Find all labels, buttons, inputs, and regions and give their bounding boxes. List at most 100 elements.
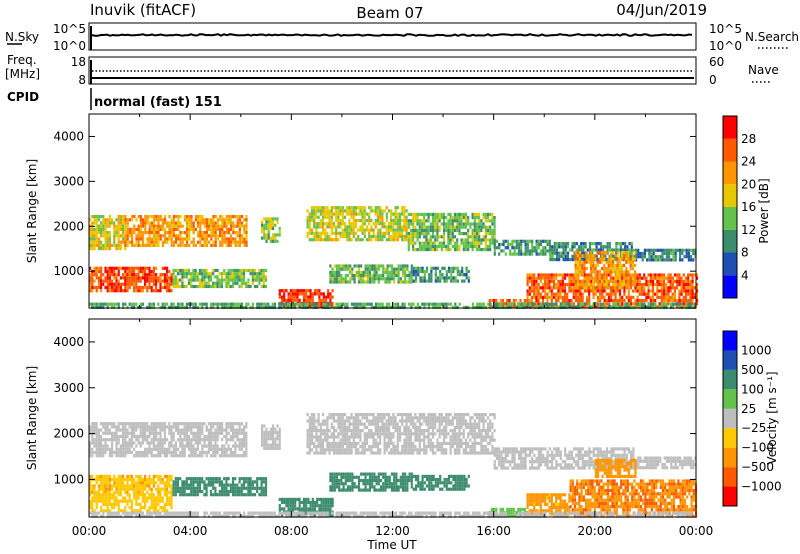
power-cell <box>614 289 617 293</box>
power-cell <box>421 266 424 270</box>
power-cell <box>146 243 149 247</box>
velocity-cell <box>95 447 98 451</box>
power-cell <box>471 216 474 220</box>
power-cell <box>654 248 657 252</box>
power-cell <box>324 222 327 226</box>
velocity-cell <box>207 431 210 435</box>
power-cell <box>574 279 577 283</box>
power-cell <box>467 244 470 248</box>
velocity-cell <box>212 431 215 435</box>
power-cell <box>395 270 398 274</box>
power-cell <box>157 221 160 225</box>
power-cell <box>458 248 461 252</box>
velocity-cell <box>181 431 184 435</box>
power-cell <box>337 302 340 306</box>
power-cell <box>379 305 382 309</box>
power-cell <box>526 302 529 306</box>
power-cell <box>650 255 653 259</box>
power-cell <box>208 227 211 231</box>
power-cell <box>518 302 521 306</box>
velocity-cell <box>196 425 199 429</box>
power-cell <box>216 278 219 282</box>
power-cell <box>122 221 125 225</box>
velocity-cell <box>261 434 264 438</box>
power-cell <box>486 248 490 252</box>
power-cell <box>164 240 167 244</box>
power-cell <box>208 224 211 228</box>
velocity-cell <box>181 444 184 448</box>
power-cell <box>205 227 208 231</box>
power-cell <box>137 243 140 247</box>
power-cell <box>574 276 577 280</box>
power-colorbar-swatch <box>723 116 737 139</box>
power-cell <box>375 305 378 309</box>
power-cell <box>133 285 136 290</box>
power-cell <box>214 224 217 228</box>
power-cell <box>559 289 562 293</box>
power-cell <box>348 225 351 229</box>
power-cell <box>131 243 134 247</box>
power-cell <box>214 234 217 238</box>
power-cell <box>390 225 393 229</box>
power-cell <box>245 243 248 247</box>
power-cell <box>408 270 411 274</box>
power-cell <box>126 224 129 228</box>
velocity-cell <box>150 438 153 442</box>
power-cell <box>690 258 693 262</box>
power-cell <box>574 273 577 277</box>
power-cell <box>439 273 442 277</box>
power-cell <box>176 272 180 276</box>
power-cell <box>443 279 446 283</box>
power-cell <box>420 244 424 248</box>
power-cell <box>100 231 103 235</box>
power-cell <box>396 238 399 242</box>
power-cell <box>392 305 395 309</box>
velocity-cell <box>339 429 342 433</box>
power-cell <box>414 276 418 280</box>
power-cell <box>225 215 228 219</box>
velocity-cell <box>188 447 191 451</box>
power-cell <box>631 267 634 271</box>
velocity-cell <box>174 444 177 448</box>
velocity-cell <box>207 450 210 455</box>
power-cell <box>412 235 415 239</box>
power-cell <box>219 227 222 231</box>
power-cell <box>308 215 311 219</box>
velocity-cell <box>159 447 162 451</box>
power-cell <box>484 235 487 239</box>
power-cell <box>541 286 545 290</box>
power-cell <box>398 212 402 216</box>
power-cell <box>507 305 510 309</box>
power-cell <box>430 302 433 306</box>
power-cell <box>537 283 540 287</box>
power-cell <box>361 206 364 210</box>
power-cell <box>100 215 103 219</box>
velocity-cell <box>111 450 114 455</box>
power-cell <box>618 273 621 277</box>
nsearch-tick-top: 10^5 <box>709 22 742 36</box>
power-cell <box>665 292 668 296</box>
power-cell <box>221 231 224 235</box>
power-cell <box>203 221 206 225</box>
power-cell <box>684 295 688 299</box>
power-cell <box>207 275 210 279</box>
power-cell <box>241 240 244 244</box>
power-cell <box>654 302 657 306</box>
power-cell <box>324 298 328 302</box>
power-cell <box>574 286 577 290</box>
power-cell <box>551 254 554 258</box>
power-cell <box>439 279 442 283</box>
power-cell <box>588 305 591 309</box>
velocity-cell <box>122 441 125 445</box>
power-cell <box>662 292 666 296</box>
velocity-cell <box>170 444 173 448</box>
power-cell <box>496 302 499 306</box>
power-cell <box>555 242 559 246</box>
power-cell <box>203 240 206 244</box>
velocity-cell <box>192 422 195 426</box>
power-cell <box>95 221 98 225</box>
power-cell <box>484 241 487 245</box>
power-cell <box>460 216 463 220</box>
power-cell <box>499 299 502 303</box>
power-cell <box>269 220 272 224</box>
